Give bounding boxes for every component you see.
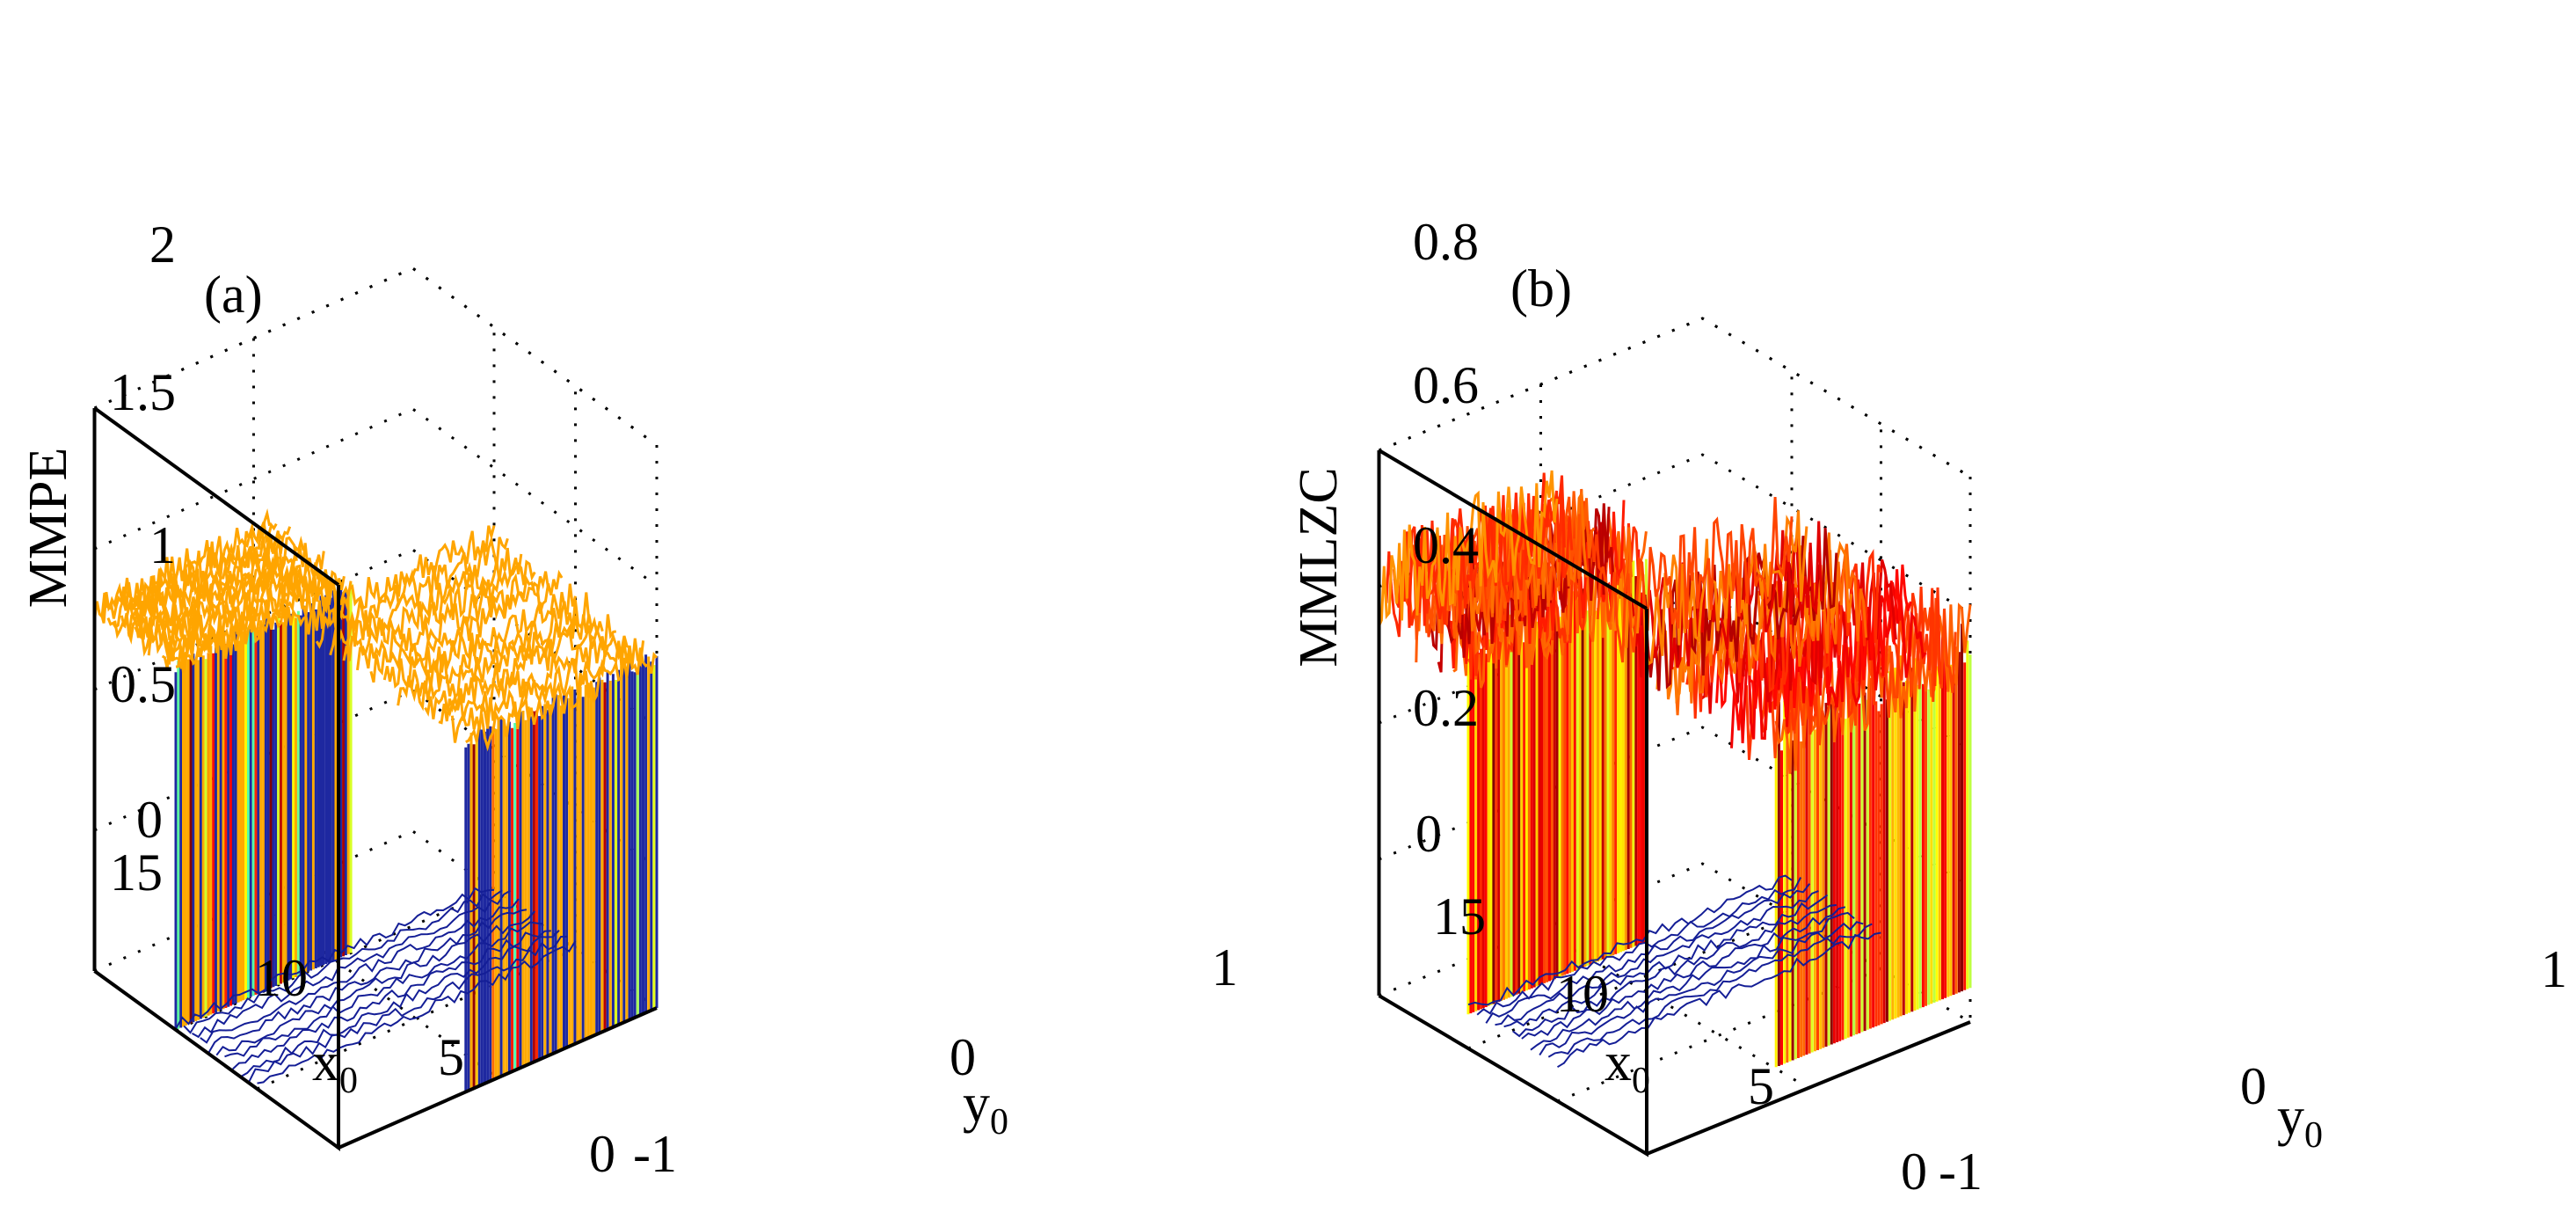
panel-a-x-tick-0: 0 [589, 1125, 615, 1183]
panel-b-z-tick-3: 0.6 [1413, 356, 1479, 414]
panel-a-y-tick-2: 1 [1212, 938, 1238, 997]
surface-mesh-line [424, 614, 617, 719]
surface-mesh-line [1730, 581, 1927, 748]
surface-mesh-line [1655, 532, 1853, 704]
panel-b-y-tick-1: 0 [2240, 1057, 2267, 1115]
panel-a-z-tick-3: 1.5 [110, 363, 176, 421]
panel-b-zlabel: MMLZC [1289, 467, 1349, 667]
panel-a-z-tick-2: 1 [149, 516, 176, 574]
panel-b-xlabel: x0 [1605, 1033, 1650, 1101]
surface-mesh-line [93, 508, 272, 620]
panel-b-z-tick-4: 0.8 [1413, 213, 1479, 271]
surface-floor-line [1495, 890, 1819, 1026]
panel-b-x-tick-0: 0 [1901, 1143, 1927, 1201]
panel-a-ylabel-var: y [963, 1074, 990, 1134]
panel-a-y-tick-0: -1 [633, 1125, 677, 1183]
panel-b-z-tick-2: 0.4 [1413, 516, 1479, 574]
surface-floor-line [1521, 906, 1846, 1040]
surface-floor-line [248, 935, 568, 1083]
panel-a: (a) MMPE 0 0.5 1 1.5 2 0 5 10 15 -1 0 1 … [18, 215, 1238, 1183]
surface-floor-line [1467, 874, 1793, 1006]
panel-a-label: (a) [204, 266, 263, 324]
surface-floor-line [215, 910, 536, 1056]
panel-a-ylabel-sub: 0 [990, 1102, 1008, 1143]
panel-a-xlabel: x0 [312, 1033, 358, 1101]
a-grid-z-4 [93, 266, 658, 447]
panel-b-x-tick-2: 10 [1556, 965, 1609, 1023]
surface-mesh-line [342, 559, 536, 661]
panel-b-axes-frame [1377, 449, 1971, 1157]
surface-floor-line [224, 921, 543, 1058]
axis-top [1378, 449, 1648, 610]
panel-b-z-tick-0: 0 [1415, 805, 1442, 863]
panel-b-label: (b) [1510, 259, 1572, 318]
surface-floor-line [240, 930, 560, 1077]
surface-floor-line [1476, 877, 1802, 1016]
panel-b-ylabel: y0 [2277, 1087, 2323, 1156]
panel-a-y-tick-1: 0 [950, 1028, 976, 1086]
panel-a-xlabel-sub: 0 [339, 1061, 358, 1101]
panel-b-ylabel-var: y [2277, 1087, 2304, 1147]
surface-floor-line [1530, 911, 1855, 1051]
panel-a-z-tick-1: 0.5 [110, 655, 176, 713]
surface-mesh-line [302, 525, 496, 635]
panel-b-xlabel-var: x [1605, 1033, 1632, 1092]
panel-a-xlabel-var: x [312, 1033, 339, 1092]
panel-a-z-tick-0: 0 [136, 791, 163, 849]
surface-mesh-line [438, 632, 630, 725]
panel-b-y-ticks: -1 0 1 [1939, 940, 2567, 1201]
panel-a-z-ticks: 0 0.5 1 1.5 2 [110, 215, 176, 849]
surface-mesh-line [315, 535, 509, 649]
panel-b-x-tick-3: 15 [1433, 887, 1486, 946]
panel-b: (b) MMLZC 0 0.2 0.4 0.6 0.8 0 5 10 15 -1… [1289, 213, 2567, 1201]
surface-floor-line [1512, 904, 1837, 1038]
panel-a-y-ticks: -1 0 1 [633, 938, 1238, 1183]
surface-floor-line [1547, 923, 1873, 1058]
surface-floor-line [200, 898, 520, 1044]
panel-b-y-tick-0: -1 [1939, 1143, 1983, 1201]
surface-mesh-line [1596, 497, 1794, 663]
panel-a-z-tick-4: 2 [149, 215, 176, 274]
surface-mesh-line [1611, 510, 1808, 666]
panel-a-surface [93, 508, 659, 1092]
surface-floor-line [192, 889, 511, 1039]
surface-mesh-line [397, 592, 591, 706]
b-grid-z-3 [1378, 453, 1971, 615]
surface-floor-line [1556, 931, 1881, 1069]
surface-mesh-line [369, 569, 564, 683]
panel-b-x-tick-1: 5 [1748, 1057, 1774, 1115]
surface-floor-line [175, 887, 495, 1030]
axis-y [1646, 1020, 1971, 1156]
surface-floor-line [257, 940, 577, 1084]
surface-floor-line [183, 889, 503, 1034]
b-grid-z-1 [1378, 726, 1971, 887]
panel-b-surface [1378, 470, 1972, 1069]
panel-b-x-ticks: 0 5 10 15 [1433, 887, 1927, 1201]
panel-b-z-tick-1: 0.2 [1413, 679, 1479, 737]
surface-floor-line [207, 909, 528, 1055]
surface-mesh-line [465, 647, 659, 752]
panel-a-x-tick-1: 5 [438, 1028, 464, 1086]
surface-mesh-line [450, 638, 645, 743]
panel-a-x-tick-2: 10 [255, 949, 308, 1007]
surface-mesh-line [329, 547, 523, 656]
panel-a-x-ticks: 0 5 10 15 [110, 843, 615, 1183]
panel-a-ylabel: y0 [963, 1074, 1008, 1143]
axis-y [338, 1006, 658, 1150]
panel-b-y-tick-2: 1 [2541, 940, 2567, 998]
surface-mesh-line [410, 614, 604, 712]
panel-a-zlabel: MMPE [18, 448, 78, 609]
grid-top-back [93, 266, 658, 447]
panel-a-axes-frame [92, 406, 658, 1151]
grid-top-back [1378, 317, 1971, 478]
surface-floor-line [1539, 921, 1864, 1056]
panel-b-z-ticks: 0 0.2 0.4 0.6 0.8 [1413, 213, 1479, 863]
axis-top [93, 406, 340, 587]
panel-b-ylabel-sub: 0 [2304, 1115, 2323, 1156]
surface-floor-line [232, 930, 551, 1070]
panel-a-x-tick-3: 15 [110, 843, 163, 902]
panel-b-xlabel-sub: 0 [1632, 1061, 1650, 1101]
b-grid-z-0 [1378, 862, 1971, 1024]
